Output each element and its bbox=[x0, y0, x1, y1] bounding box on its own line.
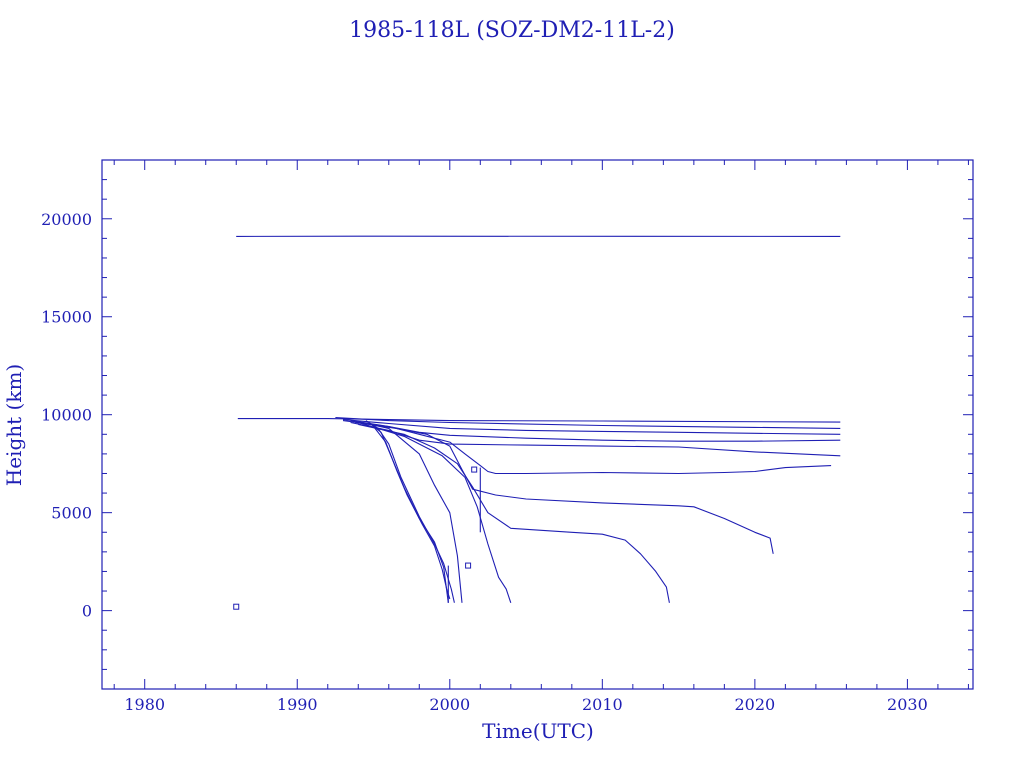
data-marker-1 bbox=[465, 562, 472, 569]
axis-ticks: 1980 1990 2000 2010 2020 2030 0 5000 10000 15000 2… bbox=[41, 159, 973, 714]
data-marker-3 bbox=[233, 603, 240, 610]
y-tick-label: 5000 bbox=[51, 504, 92, 523]
y-axis-label: Height (km) bbox=[2, 364, 26, 486]
x-axis-label: Time(UTC) bbox=[482, 719, 594, 743]
x-tick-label: 1990 bbox=[277, 695, 318, 714]
x-tick-label: 2030 bbox=[887, 695, 928, 714]
plot-border bbox=[101, 159, 974, 690]
x-tick-label: 1980 bbox=[124, 695, 165, 714]
series-line-8 bbox=[355, 421, 774, 554]
x-tick-label: 2000 bbox=[429, 695, 470, 714]
plot-frame bbox=[101, 159, 974, 690]
series-line-10 bbox=[358, 421, 512, 603]
series-layer bbox=[233, 235, 841, 610]
series-line-2 bbox=[237, 418, 841, 423]
x-tick-label: 2020 bbox=[735, 695, 776, 714]
chart-title: 1985-118L (SOZ-DM2-11L-2) bbox=[349, 18, 675, 43]
y-tick-label: 10000 bbox=[41, 406, 92, 425]
y-tick-label: 15000 bbox=[41, 308, 92, 327]
series-line-11 bbox=[361, 421, 463, 603]
y-tick-label: 0 bbox=[82, 602, 92, 621]
series-line-3 bbox=[335, 417, 841, 429]
series-line-9 bbox=[358, 423, 670, 603]
series-line-4 bbox=[342, 419, 841, 435]
y-tick-label: 20000 bbox=[41, 210, 92, 229]
data-marker-2 bbox=[471, 466, 478, 473]
x-tick-label: 2010 bbox=[582, 695, 623, 714]
series-line-14 bbox=[371, 424, 451, 600]
series-line-7 bbox=[350, 420, 832, 475]
series-line-12 bbox=[365, 420, 455, 603]
